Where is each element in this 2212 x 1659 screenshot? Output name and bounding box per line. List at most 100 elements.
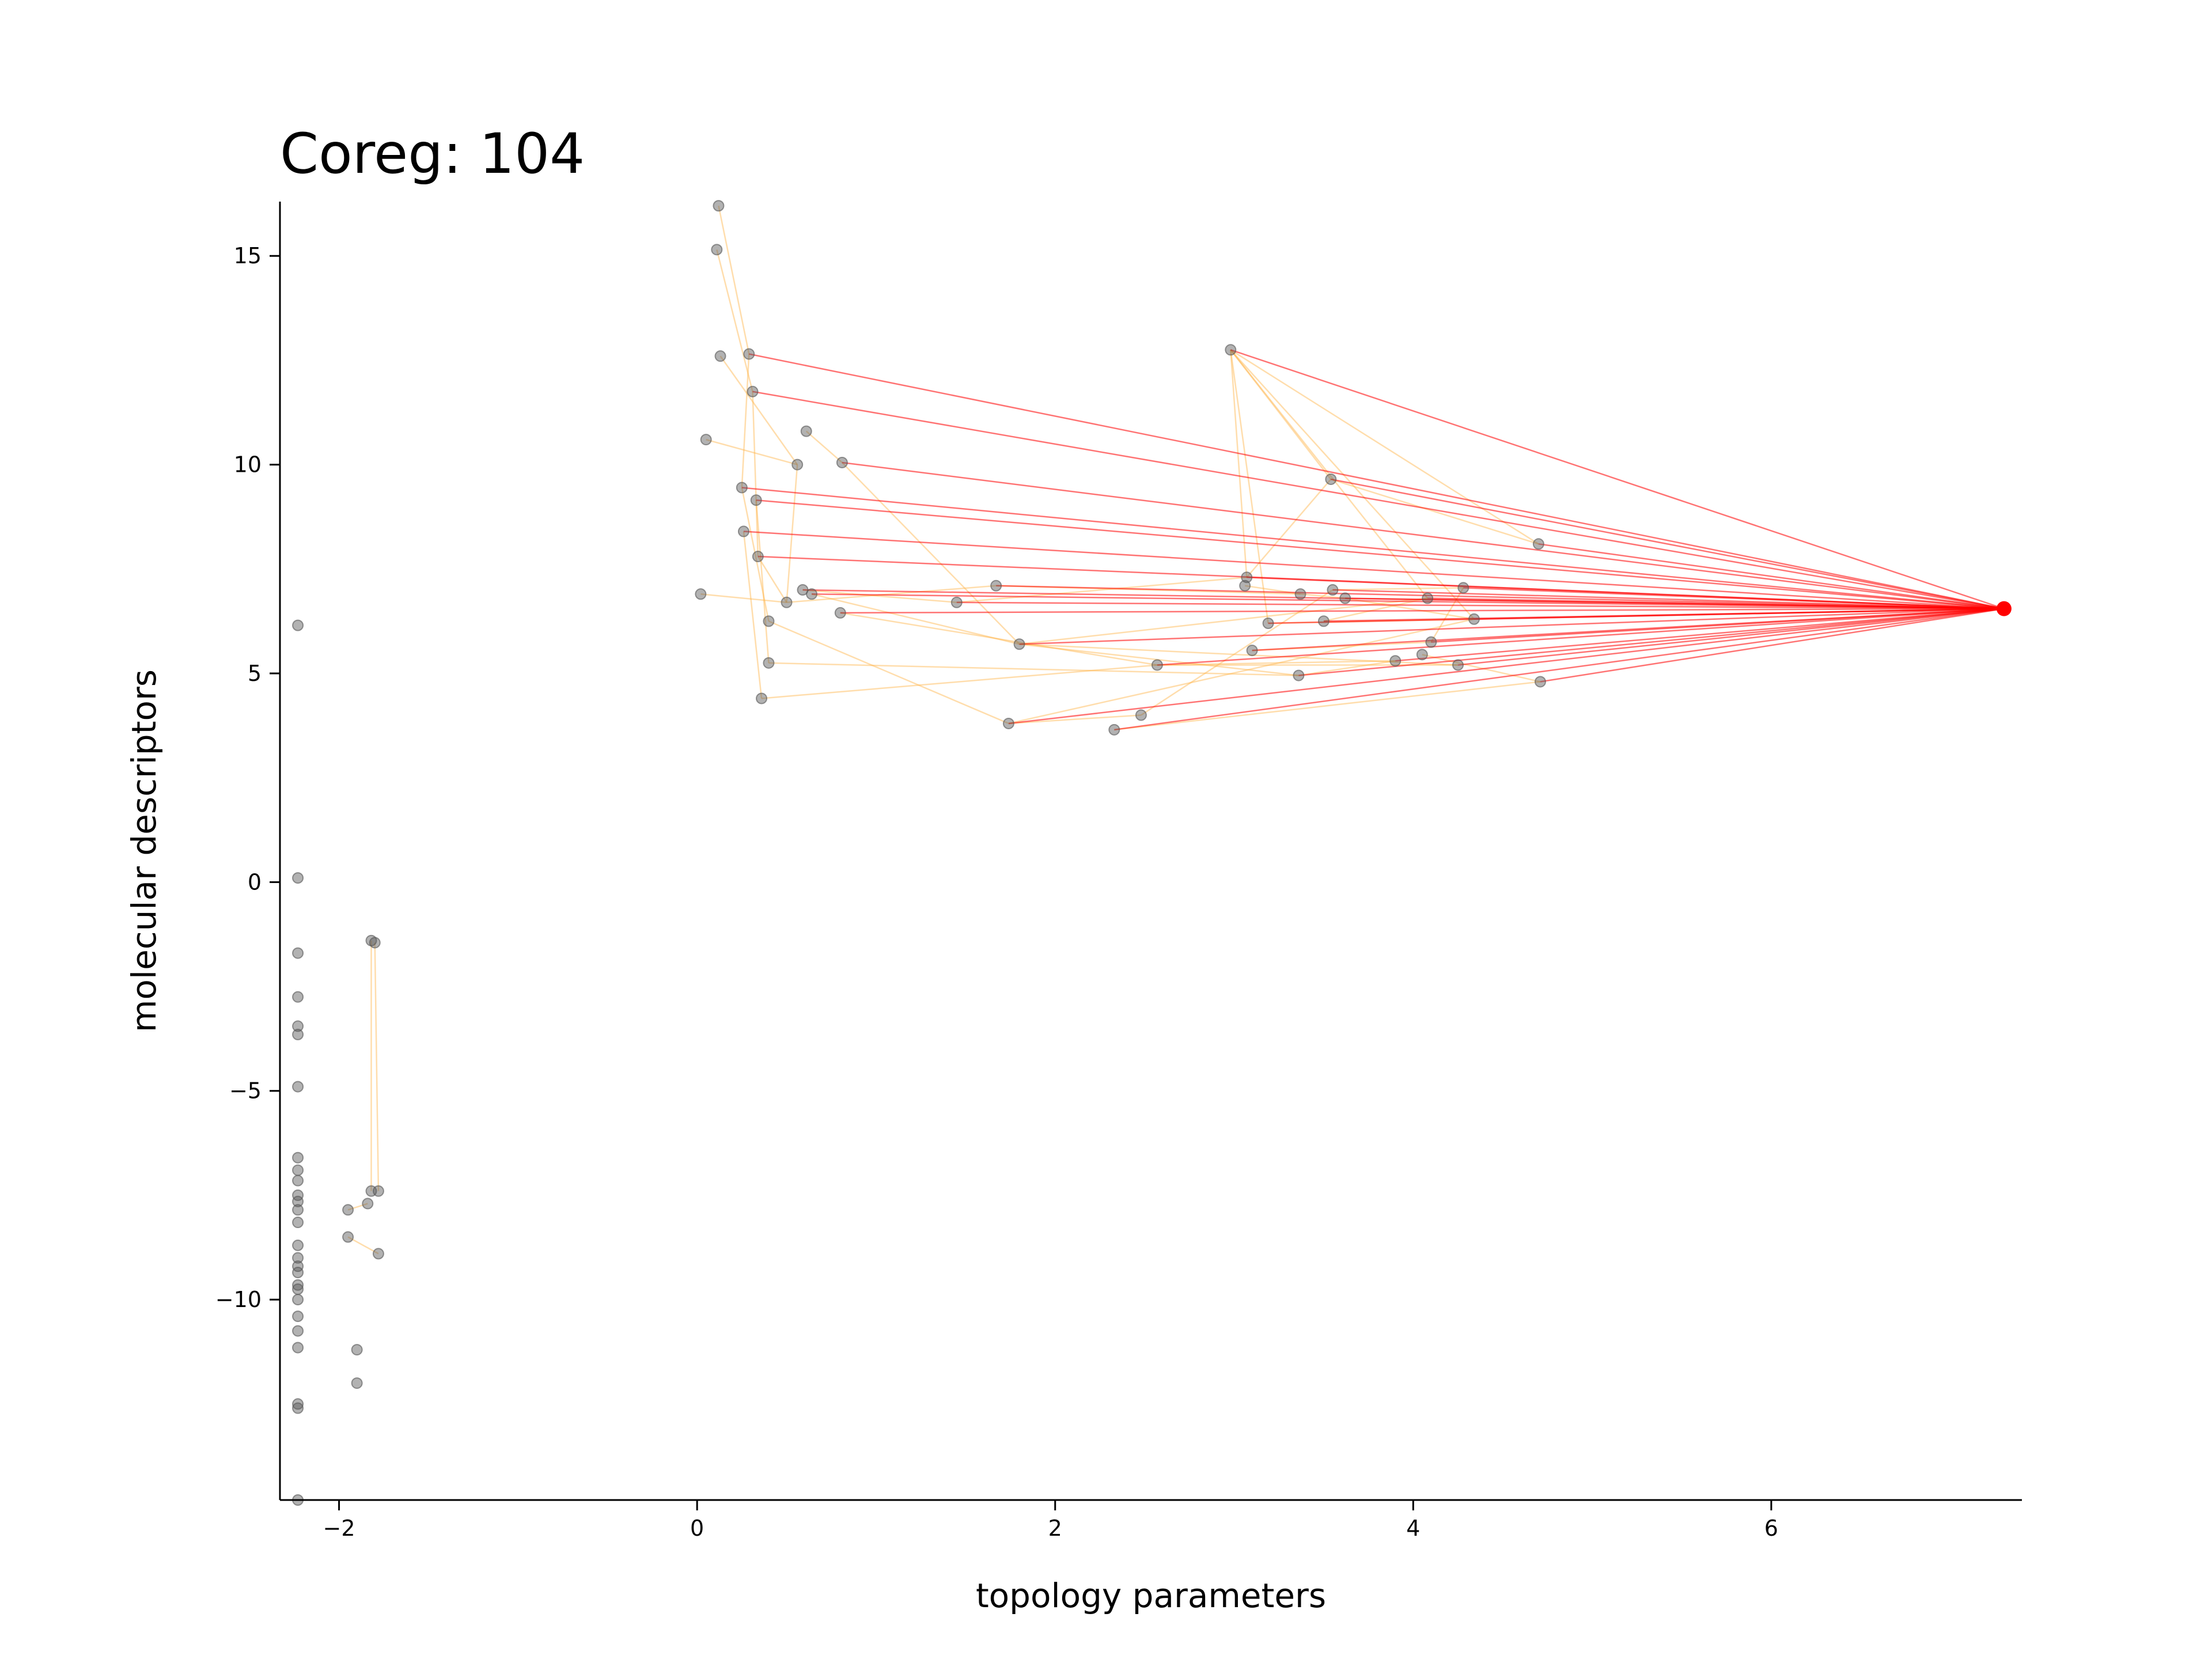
data-point — [292, 1398, 304, 1410]
edge-orange — [1246, 479, 1332, 578]
edge-orange — [1141, 589, 1334, 716]
data-point — [736, 482, 748, 494]
edge-orange — [1230, 349, 1539, 545]
data-point — [1532, 538, 1544, 550]
edge-red — [840, 608, 2004, 614]
edge-orange — [761, 664, 1157, 699]
edge-red — [1538, 543, 2005, 609]
data-point — [1293, 669, 1305, 681]
edge-orange — [743, 531, 763, 699]
edge-orange — [768, 620, 1009, 725]
data-point — [372, 1185, 384, 1197]
data-point — [292, 1217, 304, 1229]
edge-orange — [1298, 660, 1396, 676]
data-point — [1013, 638, 1025, 650]
edge-orange — [786, 585, 997, 604]
data-point — [752, 551, 764, 563]
edge-red — [1157, 608, 2005, 666]
data-point — [800, 425, 812, 437]
edge-orange — [718, 205, 750, 354]
edge-orange — [1008, 714, 1141, 725]
edge-orange — [768, 662, 1299, 676]
data-point — [1325, 473, 1337, 485]
x-tick-label: 6 — [1764, 1516, 1778, 1541]
x-tick-label: −2 — [323, 1516, 355, 1541]
data-point — [292, 1310, 304, 1323]
data-point — [292, 1204, 304, 1216]
edge-red — [842, 461, 2005, 609]
edge-red — [1427, 597, 2004, 609]
edge-red — [752, 391, 2005, 609]
edge-red — [743, 531, 2004, 609]
data-point — [342, 1231, 354, 1243]
data-point — [292, 1081, 304, 1093]
data-point — [990, 579, 1002, 592]
y-tick-label: 0 — [248, 869, 262, 895]
data-point — [950, 596, 963, 608]
data-point — [292, 619, 304, 631]
edge-orange — [811, 593, 1020, 645]
data-point — [711, 244, 723, 256]
edge-orange — [840, 612, 1158, 666]
data-point — [1225, 344, 1237, 356]
data-point — [1151, 659, 1163, 671]
y-tick-label: 5 — [248, 661, 262, 686]
data-point — [1425, 636, 1437, 648]
data-point — [292, 1239, 304, 1251]
data-point — [737, 525, 749, 537]
edge-red — [1463, 587, 2004, 609]
data-point — [791, 459, 804, 471]
edge-orange — [1157, 660, 1396, 666]
edge-orange — [1114, 681, 1541, 731]
data-point — [1457, 582, 1469, 594]
edge-orange — [752, 391, 759, 557]
edge-red — [1395, 608, 2005, 662]
edge-orange — [1019, 597, 1428, 645]
data-point — [372, 1248, 384, 1260]
data-point — [292, 1152, 304, 1164]
data-point — [292, 1020, 304, 1032]
data-point — [292, 1402, 304, 1414]
edge-red — [1019, 608, 2004, 645]
edge-red — [1252, 608, 2004, 652]
data-point — [292, 1294, 304, 1306]
data-point — [763, 657, 775, 669]
data-point — [834, 607, 846, 619]
data-point — [292, 872, 304, 884]
data-points — [292, 200, 2012, 1506]
data-point — [1389, 655, 1402, 667]
target-point — [1996, 601, 2012, 616]
data-point — [756, 692, 768, 704]
edge-red — [1457, 608, 2005, 666]
data-point — [1317, 615, 1330, 627]
data-point — [1339, 592, 1351, 604]
data-point — [750, 494, 762, 506]
edge-red — [1298, 608, 2005, 676]
edge-red — [1114, 608, 2005, 731]
data-point — [292, 947, 304, 959]
orange-edges — [347, 205, 1541, 1255]
edge-orange — [706, 438, 798, 465]
edge-red — [1008, 608, 2005, 725]
edge-orange — [1332, 587, 1464, 591]
data-point — [806, 588, 818, 600]
data-point — [695, 588, 707, 600]
data-point — [292, 1189, 304, 1201]
data-point — [292, 1028, 304, 1040]
edge-orange — [1230, 349, 1332, 480]
x-ticks: −2 0 2 4 6 — [323, 1500, 1778, 1541]
chart-title: Coreg: 104 — [280, 122, 585, 186]
axes — [279, 202, 2022, 1501]
data-point — [1246, 645, 1258, 657]
edge-red — [1230, 349, 2005, 609]
data-point — [362, 1198, 374, 1210]
x-tick-label: 4 — [1406, 1516, 1420, 1541]
edge-orange — [741, 487, 770, 622]
edge-red — [956, 601, 2004, 609]
data-point — [292, 1175, 304, 1187]
data-point — [1416, 649, 1428, 661]
data-point — [342, 1204, 354, 1216]
data-point — [743, 348, 755, 360]
data-point — [292, 1267, 304, 1279]
